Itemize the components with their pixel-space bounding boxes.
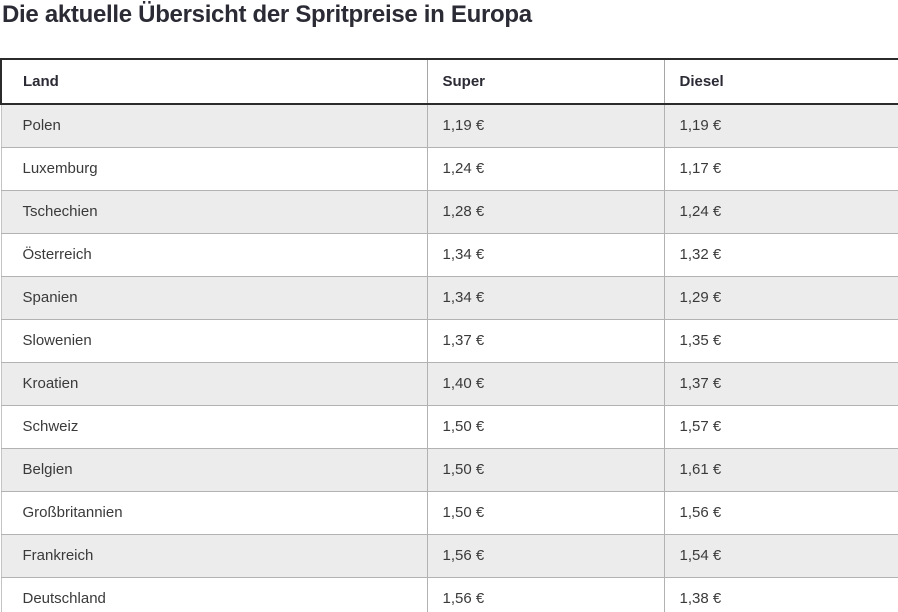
diesel-price-cell: 1,37 € xyxy=(663,361,898,406)
super-price-cell: 1,40 € xyxy=(426,361,665,406)
diesel-price-cell: 1,61 € xyxy=(663,447,898,492)
super-price-cell: 1,50 € xyxy=(426,404,665,449)
diesel-price-cell: 1,17 € xyxy=(663,146,898,191)
table-row: Belgien 1,50 €1,61 € xyxy=(0,447,898,492)
land-cell: Großbritannien xyxy=(0,490,428,535)
diesel-price-cell: 1,19 € xyxy=(663,103,898,148)
super-price-cell: 1,28 € xyxy=(426,189,665,234)
land-cell: Kroatien xyxy=(0,361,428,406)
land-cell: Frankreich xyxy=(0,533,428,578)
land-cell: Schweiz xyxy=(0,404,428,449)
diesel-price-cell: 1,35 € xyxy=(663,318,898,363)
diesel-price-cell: 1,57 € xyxy=(663,404,898,449)
column-header-super: Super xyxy=(426,58,664,105)
table-row: Slowenien 1,37 €1,35 € xyxy=(0,318,898,363)
table-row: Deutschland 1,56 €1,38 € xyxy=(0,576,898,612)
table-row: Österreich 1,34 €1,32 € xyxy=(0,232,898,277)
table-row: Schweiz 1,50 €1,57 € xyxy=(0,404,898,449)
table-header-row: Land Super Diesel xyxy=(0,58,898,105)
column-header-diesel: Diesel xyxy=(663,58,898,105)
land-cell: Österreich xyxy=(0,232,428,277)
table-row: Tschechien 1,28 €1,24 € xyxy=(0,189,898,234)
super-price-cell: 1,34 € xyxy=(426,232,665,277)
table-row: Polen 1,19 €1,19 € xyxy=(0,103,898,148)
super-price-cell: 1,19 € xyxy=(426,103,665,148)
super-price-cell: 1,24 € xyxy=(426,146,665,191)
column-header-land: Land xyxy=(0,58,427,105)
table-row: Großbritannien 1,50 €1,56 € xyxy=(0,490,898,535)
super-price-cell: 1,50 € xyxy=(426,490,665,535)
table-body: Polen 1,19 €1,19 € Luxemburg 1,24 €1,17 € Ts… xyxy=(0,103,898,612)
super-price-cell: 1,50 € xyxy=(426,447,665,492)
diesel-price-cell: 1,54 € xyxy=(663,533,898,578)
diesel-price-cell: 1,56 € xyxy=(663,490,898,535)
super-price-cell: 1,56 € xyxy=(426,533,665,578)
diesel-price-cell: 1,24 € xyxy=(663,189,898,234)
table-row: Luxemburg 1,24 €1,17 € xyxy=(0,146,898,191)
page-title: Die aktuelle Übersicht der Spritpreise i… xyxy=(2,1,532,28)
land-cell: Tschechien xyxy=(0,189,428,234)
land-cell: Slowenien xyxy=(0,318,428,363)
super-price-cell: 1,56 € xyxy=(426,576,665,612)
land-cell: Polen xyxy=(0,103,428,148)
table-row: Spanien 1,34 €1,29 € xyxy=(0,275,898,320)
diesel-price-cell: 1,32 € xyxy=(663,232,898,277)
table-row: Frankreich 1,56 €1,54 € xyxy=(0,533,898,578)
super-price-cell: 1,34 € xyxy=(426,275,665,320)
diesel-price-cell: 1,29 € xyxy=(663,275,898,320)
diesel-price-cell: 1,38 € xyxy=(663,576,898,612)
land-cell: Spanien xyxy=(0,275,428,320)
fuel-price-table: Land Super Diesel Polen 1,19 €1,19 € Luxem… xyxy=(0,58,898,612)
land-cell: Luxemburg xyxy=(0,146,428,191)
table-row: Kroatien 1,40 €1,37 € xyxy=(0,361,898,406)
land-cell: Deutschland xyxy=(0,576,428,612)
land-cell: Belgien xyxy=(0,447,428,492)
super-price-cell: 1,37 € xyxy=(426,318,665,363)
